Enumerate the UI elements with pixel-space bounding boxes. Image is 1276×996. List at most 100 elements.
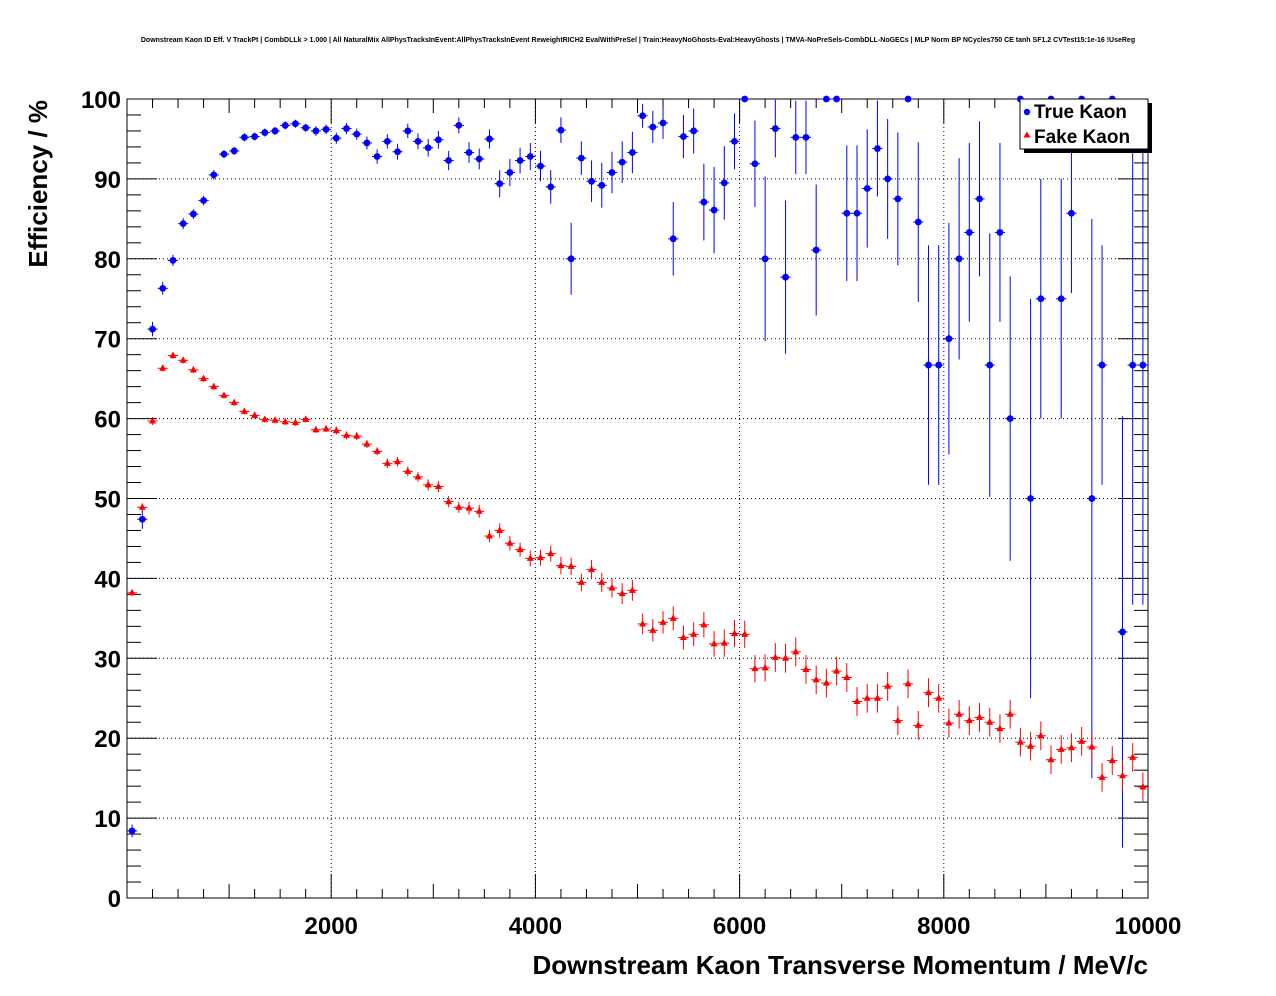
true-kaon-point <box>516 157 524 164</box>
fake-kaon-point <box>1027 742 1035 749</box>
fake-kaon-point <box>516 545 524 553</box>
fake-kaon-point <box>1006 710 1014 717</box>
fake-kaon-point <box>383 459 391 466</box>
true-kaon-point <box>332 134 340 142</box>
true-kaon-point <box>506 169 514 176</box>
true-kaon-point <box>914 218 922 226</box>
fake-kaon-point <box>189 365 197 373</box>
fake-kaon-point <box>945 719 953 726</box>
true-kaon-point <box>271 127 279 135</box>
fake-kaon-point <box>526 554 534 561</box>
fake-kaon-point <box>496 526 504 533</box>
true-kaon-point <box>373 153 381 160</box>
fake-kaon-point <box>659 618 667 625</box>
fake-kaon-point <box>1037 731 1045 739</box>
y-tick-label: 50 <box>94 487 121 514</box>
true-kaon-point <box>404 127 412 135</box>
fake-kaon-point <box>843 673 851 680</box>
fake-kaon-point <box>302 415 310 422</box>
true-kaon-point <box>189 210 197 218</box>
true-kaon-point <box>241 133 248 141</box>
fake-kaon-point <box>506 539 514 546</box>
y-tick-label: 20 <box>94 726 121 753</box>
fake-kaon-point <box>1108 756 1116 764</box>
true-kaon-point <box>383 137 391 145</box>
true-kaon-point <box>526 153 534 160</box>
true-kaon-point <box>1129 361 1137 369</box>
true-kaon-point <box>771 125 779 132</box>
fake-kaon-point <box>761 663 769 671</box>
plot-area: 2000 4000 6000 8000 10000 0 10 20 30 40 50 60 70 80 90… <box>81 87 1181 940</box>
fake-kaon-point <box>138 503 146 510</box>
true-kaon-point <box>1027 495 1034 502</box>
true-kaon-point <box>292 120 299 128</box>
true-kaon-point <box>751 160 759 168</box>
true-kaon-point <box>353 130 361 138</box>
true-kaon-point <box>230 147 238 155</box>
fake-kaon-point <box>261 415 269 422</box>
true-kaon-point <box>1139 361 1147 369</box>
fake-kaon-point <box>1129 753 1137 760</box>
true-kaon-point <box>680 133 687 140</box>
fake-kaon-point <box>710 639 718 647</box>
true-kaon-point <box>700 198 708 206</box>
fake-kaon-point <box>343 431 351 438</box>
true-kaon-point <box>261 129 269 136</box>
fake-kaon-point <box>537 553 545 561</box>
true-kaon-point <box>567 255 575 263</box>
fake-kaon-point <box>271 416 279 423</box>
true-kaon-point <box>812 246 820 254</box>
true-kaon-point <box>496 180 504 188</box>
true-kaon-point <box>904 95 912 103</box>
x-tick-label: 6000 <box>713 913 766 940</box>
fake-kaon-point <box>792 647 800 655</box>
true-kaon-point <box>169 256 177 264</box>
true-kaon-point <box>863 185 871 192</box>
fake-kaon-point <box>965 716 973 724</box>
true-kaon-point <box>435 136 442 144</box>
true-kaon-point <box>628 149 636 156</box>
true-kaon-point <box>945 335 953 343</box>
true-kaon-point <box>577 154 585 162</box>
fake-kaon-point <box>863 694 871 701</box>
fake-kaon-point <box>700 620 708 628</box>
fake-kaon-point <box>149 416 157 424</box>
fake-kaon-point <box>210 382 218 390</box>
legend-label-true-kaon: True Kaon <box>1034 102 1127 123</box>
fake-kaon-point <box>924 688 932 696</box>
true-kaon-point <box>302 124 310 132</box>
fake-kaon-point <box>434 482 442 490</box>
true-kaon-point <box>128 827 136 835</box>
true-kaon-point <box>486 135 493 143</box>
fake-kaon-point <box>588 565 596 573</box>
fake-kaon-point <box>1067 743 1075 751</box>
fake-kaon-point <box>986 718 994 725</box>
legend-box <box>1019 98 1149 150</box>
fake-kaon-point <box>833 667 841 674</box>
true-kaon-point <box>343 125 350 132</box>
true-kaon-point <box>1037 295 1045 303</box>
fake-kaon-point <box>812 675 820 683</box>
fake-kaon-point <box>414 472 422 480</box>
fake-kaon-point <box>1016 738 1024 745</box>
true-kaon-point <box>220 150 228 158</box>
true-kaon-point <box>1098 361 1106 369</box>
true-kaon-point <box>935 361 943 369</box>
fake-kaon-point <box>771 653 779 661</box>
y-tick-label: 0 <box>108 886 121 913</box>
fake-kaon-point <box>618 589 626 597</box>
true-kaon-point <box>608 169 616 176</box>
y-axis-title: Efficiency / % <box>23 100 53 268</box>
legend-marker-fake-kaon <box>1023 131 1031 138</box>
true-kaon-point <box>149 325 156 333</box>
true-kaon-point <box>179 220 187 228</box>
fake-kaon-point <box>1047 755 1055 763</box>
fake-kaon-point <box>322 424 330 432</box>
true-kaon-point <box>159 284 167 292</box>
true-kaon-point <box>363 139 371 147</box>
fake-kaon-point <box>455 503 463 510</box>
true-kaon-point <box>965 229 973 236</box>
fake-kaon-point <box>475 507 483 514</box>
true-kaon-point <box>424 144 432 152</box>
